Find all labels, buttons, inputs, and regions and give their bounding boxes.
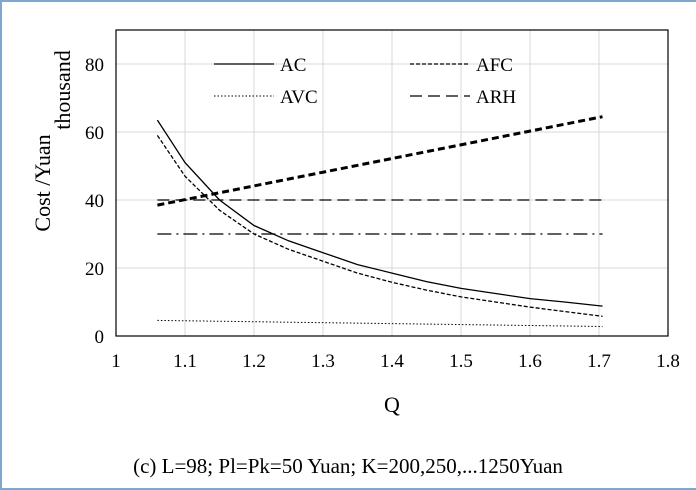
series-line-avc bbox=[157, 319, 603, 327]
y-axis-title: Cost /Yuan bbox=[30, 134, 55, 231]
y-tick-label: 20 bbox=[85, 259, 104, 280]
y-tick-labels: 0 20 40 60 80 bbox=[85, 55, 104, 348]
legend-label-arh: ARH bbox=[476, 87, 516, 108]
x-tick-label: 1.5 bbox=[449, 351, 473, 372]
x-tick-label: 1.1 bbox=[173, 351, 197, 372]
x-tick-label: 1.2 bbox=[242, 351, 266, 372]
legend-label-ac: AC bbox=[280, 55, 306, 76]
series-line-ac bbox=[156, 119, 603, 307]
x-tick-label: 1.7 bbox=[587, 351, 611, 372]
series-line-arh bbox=[157, 115, 603, 207]
series-line-afc bbox=[156, 135, 603, 317]
legend: AC AFC AVC ARH bbox=[214, 55, 516, 108]
x-tick-label: 1.3 bbox=[311, 351, 335, 372]
x-axis-title: Q bbox=[384, 392, 400, 417]
x-tick-label: 1 bbox=[111, 351, 121, 372]
plot-area-border bbox=[115, 29, 669, 337]
legend-label-avc: AVC bbox=[280, 87, 318, 108]
y-axis-unit: thousand bbox=[50, 50, 75, 129]
x-tick-label: 1.4 bbox=[380, 351, 404, 372]
x-tick-label: 1.8 bbox=[656, 351, 680, 372]
y-tick-label: 80 bbox=[85, 55, 104, 76]
gridlines bbox=[116, 30, 668, 336]
y-tick-label: 0 bbox=[95, 327, 105, 348]
x-tick-labels: 1 1.1 1.2 1.3 1.4 1.5 1.6 1.7 1.8 bbox=[111, 351, 680, 372]
series-lines bbox=[156, 115, 603, 327]
figure-caption: (c) L=98; Pl=Pk=50 Yuan; K=200,250,...12… bbox=[133, 454, 563, 478]
y-tick-label: 40 bbox=[85, 191, 104, 212]
legend-label-afc: AFC bbox=[476, 55, 513, 76]
chart: 1 1.1 1.2 1.3 1.4 1.5 1.6 1.7 1.8 0 20 40 60 80 AC A… bbox=[30, 29, 680, 417]
y-tick-label: 60 bbox=[85, 123, 104, 144]
x-tick-label: 1.6 bbox=[518, 351, 542, 372]
